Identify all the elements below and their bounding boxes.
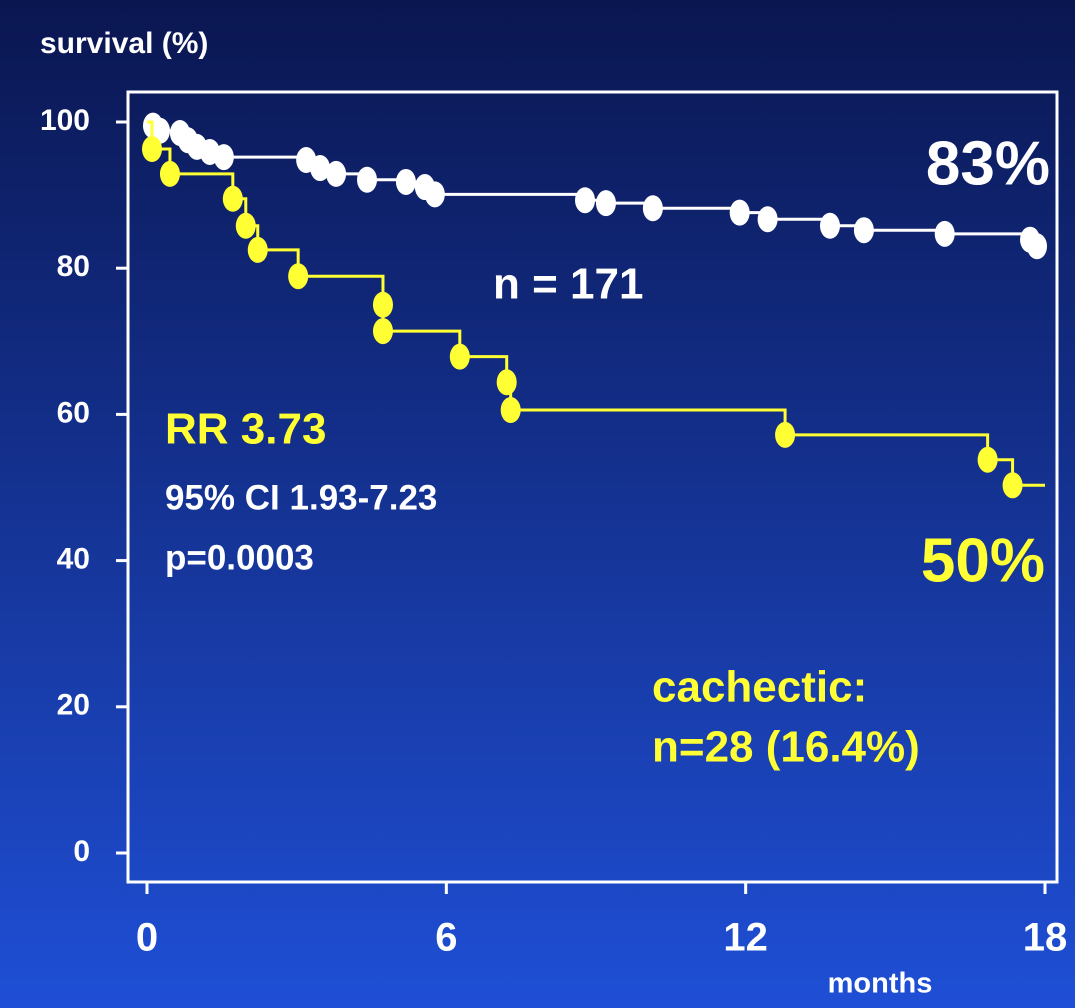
event-marker [424, 181, 445, 208]
annotation: 83% [926, 129, 1050, 198]
event-marker [222, 185, 243, 212]
y-axis-label: survival (%) [40, 27, 208, 60]
x-axis-label: months [828, 968, 933, 1000]
event-marker [372, 318, 393, 345]
event-marker [1002, 472, 1023, 499]
event-marker [159, 160, 180, 187]
y-tick-label: 20 [57, 689, 90, 722]
event-marker [819, 212, 840, 239]
event-marker [288, 263, 309, 290]
event-marker [575, 187, 596, 214]
event-marker [934, 220, 955, 247]
event-marker [235, 212, 256, 239]
annotation: p=0.0003 [165, 538, 314, 577]
event-marker [977, 446, 998, 473]
y-tick-label: 60 [57, 396, 90, 429]
y-tick-label: 80 [57, 250, 90, 283]
annotation: cachectic: [652, 663, 867, 712]
annotation: n=28 (16.4%) [652, 723, 920, 772]
event-marker [449, 343, 470, 370]
x-tick-label: 12 [723, 916, 768, 960]
x-tick-label: 0 [136, 916, 158, 960]
x-tick-label: 18 [1023, 916, 1068, 960]
event-marker [357, 166, 378, 193]
event-marker [500, 397, 521, 424]
event-marker [1027, 233, 1048, 260]
annotation: 50% [921, 526, 1045, 595]
event-marker [642, 195, 663, 222]
annotation: 95% CI 1.93-7.23 [165, 478, 437, 517]
y-tick-label: 0 [73, 835, 90, 868]
annotation: RR 3.73 [165, 405, 326, 454]
annotation: n = 171 [493, 260, 643, 309]
event-marker [141, 136, 162, 163]
event-marker [775, 421, 796, 448]
x-tick-label: 6 [435, 916, 457, 960]
event-marker [757, 206, 778, 233]
event-marker [595, 190, 616, 217]
event-marker [496, 369, 517, 396]
event-marker [247, 236, 268, 263]
event-marker [310, 155, 331, 182]
event-marker [213, 144, 234, 171]
y-tick-label: 40 [57, 543, 90, 576]
y-tick-label: 100 [40, 104, 90, 137]
event-marker [729, 199, 750, 226]
event-marker [853, 217, 874, 244]
event-marker [395, 168, 416, 195]
plot-frame [126, 90, 1059, 884]
event-marker [372, 291, 393, 318]
event-marker [326, 160, 347, 187]
